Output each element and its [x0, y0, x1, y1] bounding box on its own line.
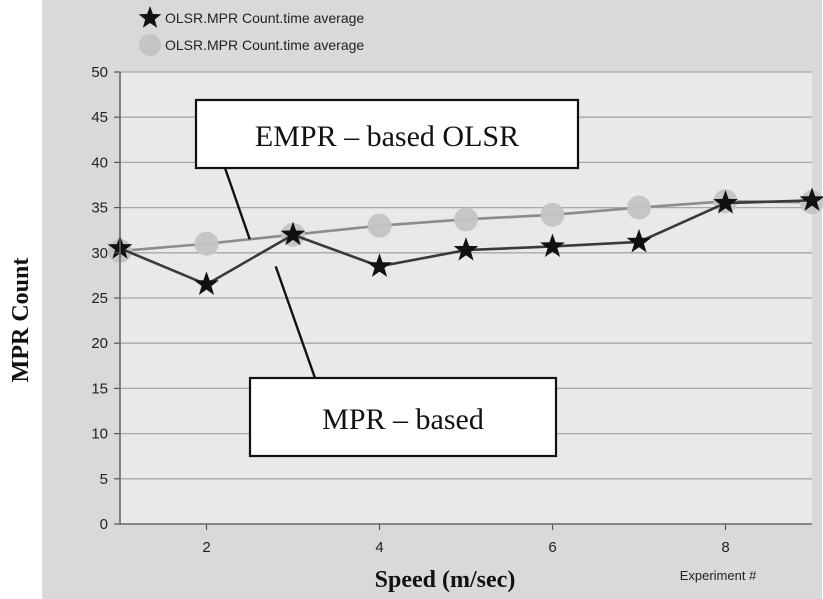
legend-circle-marker: [139, 34, 161, 56]
annotation-pointer-line: [223, 167, 251, 240]
legend-label: OLSR.MPR Count.time average: [165, 10, 364, 26]
annotation-pointer-line: [274, 265, 317, 379]
data-point-star: [453, 237, 479, 261]
data-point-circle: [194, 231, 219, 256]
x-tick-label: 8: [721, 539, 729, 556]
x-tick-label: 2: [202, 539, 210, 556]
data-point-star: [540, 233, 565, 257]
x-axis-label: Speed (m/sec): [375, 567, 516, 593]
data-point-star: [799, 187, 823, 211]
data-point-star: [626, 229, 652, 253]
y-tick-label: 10: [91, 426, 108, 443]
annotation-text: MPR – based: [322, 403, 484, 436]
legend-label: OLSR.MPR Count.time average: [165, 37, 364, 53]
annotation-box: [248, 376, 558, 458]
data-point-circle: [454, 207, 478, 232]
data-point-star: [367, 253, 392, 277]
y-tick-label: 35: [91, 200, 108, 217]
annotation-text: EMPR – based OLSR: [255, 120, 519, 153]
x-tick-label: 6: [548, 539, 556, 556]
y-tick-label: 25: [91, 290, 108, 307]
y-tick-label: 15: [91, 380, 108, 397]
data-point-circle: [367, 213, 392, 238]
y-tick-label: 50: [91, 64, 108, 81]
data-point-circle: [540, 202, 565, 227]
corner-label: Experiment #: [680, 568, 757, 583]
annotations: EMPR – based OLSR MPR – based: [194, 98, 580, 458]
data-point-circle: [627, 195, 651, 220]
y-tick-label: 30: [91, 245, 108, 262]
y-axis-label: MPR Count: [8, 258, 34, 383]
x-tick-label: 4: [375, 539, 383, 556]
data-point-star: [713, 190, 738, 214]
data-point-star: [280, 221, 306, 246]
axes: 0 5 10 15 20 25 30 35 40 45 50 2 4 6 8: [91, 64, 812, 556]
y-tick-label: 45: [91, 109, 108, 126]
annotation-box: [194, 98, 580, 170]
data-point-star: [194, 271, 219, 295]
series-group: [107, 187, 823, 295]
legend-star-marker: [138, 6, 162, 28]
y-tick-label: 5: [100, 471, 108, 488]
y-tick-label: 20: [91, 335, 108, 352]
y-tick-label: 40: [91, 154, 108, 171]
legend: OLSR.MPR Count.time average OLSR.MPR Coun…: [138, 6, 364, 56]
y-tick-label: 0: [100, 516, 108, 533]
